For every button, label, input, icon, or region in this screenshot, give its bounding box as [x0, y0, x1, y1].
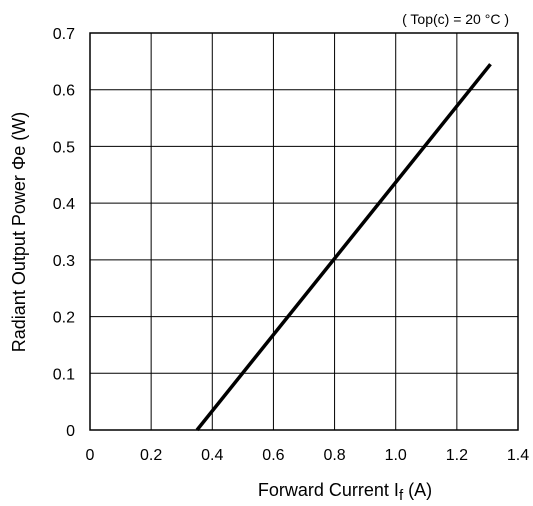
- x-tick-label: 1.2: [446, 447, 468, 464]
- y-tick-label: 0: [66, 423, 75, 440]
- x-axis-label-main: Forward Current I: [258, 480, 399, 500]
- grid-lines: [90, 33, 518, 430]
- y-tick-label: 0.4: [53, 196, 75, 213]
- x-tick-label: 0.2: [140, 447, 162, 464]
- y-tick-label: 0.7: [53, 26, 75, 43]
- x-axis-label-unit: (A): [403, 480, 432, 500]
- y-tick-label: 0.3: [53, 253, 75, 270]
- y-tick-label: 0.2: [53, 310, 75, 327]
- series-line: [195, 63, 492, 432]
- x-tick-label: 0.8: [323, 447, 345, 464]
- x-tick-labels: 0 0.2 0.4 0.6 0.8 1.0 1.2 1.4: [86, 447, 530, 464]
- x-axis-label: Forward Current If (A): [258, 480, 432, 504]
- x-tick-label: 1.0: [385, 447, 407, 464]
- y-tick-labels: 0 0.1 0.2 0.3 0.4 0.5 0.6 0.7: [53, 26, 75, 440]
- y-tick-label: 0.6: [53, 83, 75, 100]
- x-tick-label: 1.4: [507, 447, 529, 464]
- x-tick-label: 0.6: [262, 447, 284, 464]
- plot-frame: [89, 32, 519, 431]
- x-axis-label-sub: f: [399, 487, 404, 504]
- y-tick-label: 0.5: [53, 139, 75, 156]
- y-tick-label: 0.1: [53, 366, 75, 383]
- series-group: [195, 63, 492, 432]
- x-tick-label: 0: [86, 447, 95, 464]
- y-axis-label: Radiant Output Power Φe (W): [9, 112, 29, 352]
- x-tick-label: 0.4: [201, 447, 223, 464]
- chart-annotation: ( Top(c) = 20 °C ): [402, 11, 509, 27]
